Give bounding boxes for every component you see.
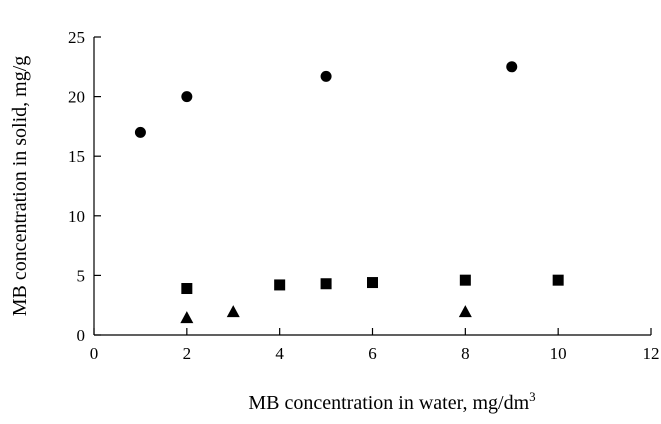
y-tick-label: 0 (77, 326, 86, 345)
x-axis-title-text: MB concentration in water, mg/dm (248, 392, 529, 414)
x-tick-label: 4 (275, 344, 284, 363)
triangle-point (458, 305, 472, 318)
data-points (134, 61, 564, 324)
circle-point (320, 70, 332, 82)
square-point (320, 278, 332, 290)
square-point (459, 274, 471, 286)
y-tick-label: 5 (77, 266, 86, 285)
x-axis-ticks: 0 2 4 6 8 10 12 (90, 328, 660, 363)
x-tick-label: 6 (368, 344, 377, 363)
x-tick-label: 0 (90, 344, 99, 363)
circle-point (134, 126, 146, 138)
y-tick-label: 20 (68, 88, 85, 107)
x-axis-title: MB concentration in water, mg/dm3 (248, 389, 535, 414)
square-point (367, 277, 378, 289)
y-axis-title: MB concentration in solid, mg/g (9, 56, 31, 317)
x-tick-label: 8 (461, 344, 470, 363)
x-tick-label: 10 (550, 344, 567, 363)
x-axis-title-superscript: 3 (529, 389, 536, 404)
y-tick-label: 15 (68, 147, 85, 166)
y-axis-ticks: 0 5 10 15 20 25 (68, 28, 101, 345)
x-tick-label: 2 (183, 344, 192, 363)
square-point (552, 274, 564, 286)
triangle-point (180, 311, 194, 324)
x-tick-label: 12 (643, 344, 660, 363)
triangle-point (226, 305, 240, 318)
square-point (274, 279, 286, 291)
circle-point (506, 61, 518, 73)
y-tick-label: 25 (68, 28, 85, 47)
square-point (181, 283, 193, 295)
circle-point (181, 91, 193, 103)
chart-axes (93, 37, 651, 336)
y-tick-label: 10 (68, 207, 85, 226)
